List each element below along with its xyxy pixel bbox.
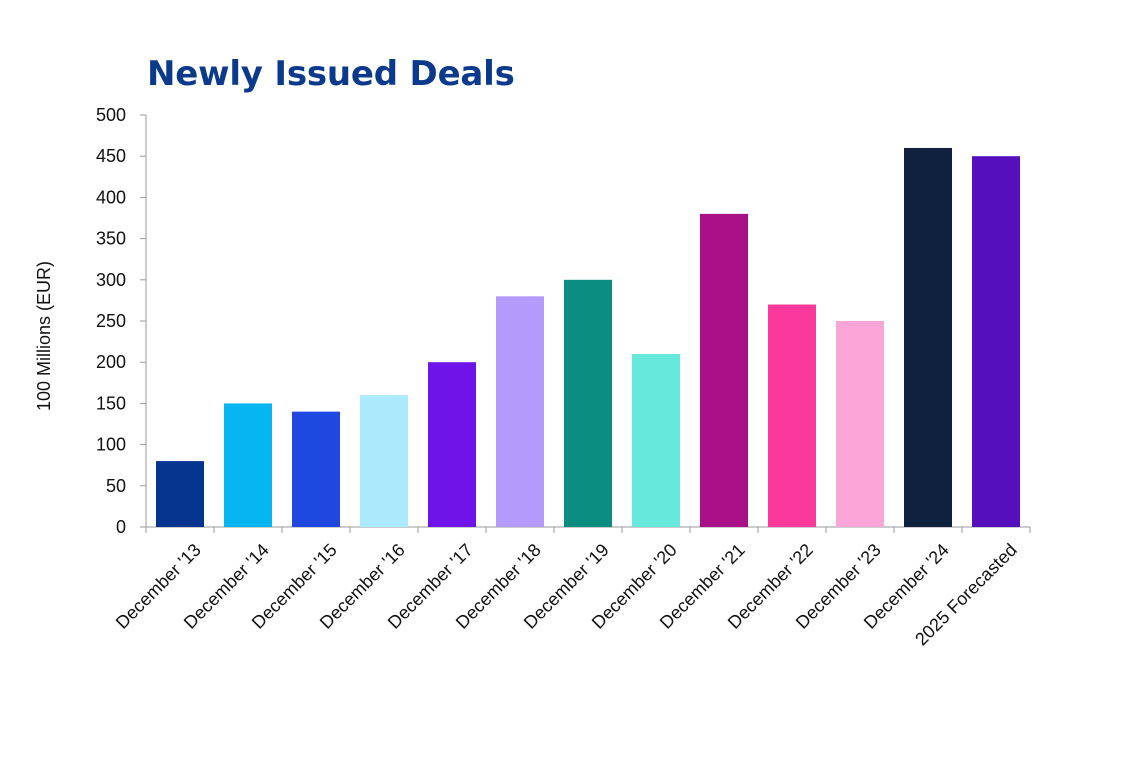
x-axis xyxy=(145,526,1031,533)
y-axis xyxy=(140,114,147,528)
bar xyxy=(904,147,952,527)
bar xyxy=(428,362,476,527)
bar xyxy=(836,321,884,527)
bar xyxy=(224,403,272,527)
bar xyxy=(496,296,544,527)
y-tick-label: 450 xyxy=(96,146,126,166)
bar xyxy=(768,304,816,527)
y-tick-label: 0 xyxy=(116,517,126,537)
bar xyxy=(632,353,680,527)
y-tick-label: 150 xyxy=(96,393,126,413)
bar xyxy=(700,213,748,527)
bar xyxy=(360,395,408,527)
chart-title: Newly Issued Deals xyxy=(147,54,515,94)
bar xyxy=(292,411,340,527)
y-tick-label: 500 xyxy=(96,105,126,125)
y-tick-label: 350 xyxy=(96,229,126,249)
y-tick-label: 300 xyxy=(96,270,126,290)
y-tick-label: 100 xyxy=(96,435,126,455)
y-tick-labels: 0 50 100 150 200 250 300 350 400 450 500 xyxy=(96,105,126,537)
bar xyxy=(972,156,1020,527)
y-tick-label: 50 xyxy=(106,476,126,496)
bar xyxy=(156,461,204,527)
bars xyxy=(156,147,1020,527)
y-tick-label: 200 xyxy=(96,352,126,372)
y-tick-label: 400 xyxy=(96,187,126,207)
y-axis-title: 100 Millions (EUR) xyxy=(34,261,54,411)
y-tick-label: 250 xyxy=(96,311,126,331)
bar xyxy=(564,279,612,527)
